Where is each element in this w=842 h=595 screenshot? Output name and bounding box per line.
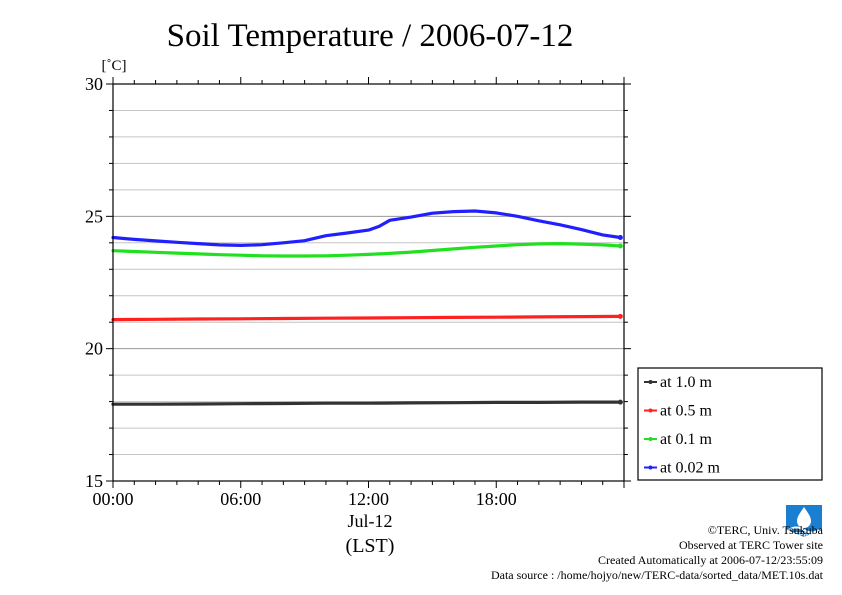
footer: ©TERC, Univ. Tsukuba Observed at TERC To… [491,523,823,583]
series-end-point [617,243,623,249]
legend-label: at 1.0 m [660,374,713,391]
legend: at 1.0 m at 0.5 m at 0.1 m at 0.02 m [637,367,823,481]
x-axis-date-label: Jul-12 [348,511,393,531]
terc-logo-text: TERC [794,532,813,539]
x-axis-title: (LST) [346,535,395,557]
legend-marker [648,408,653,413]
footer-created: Created Automatically at 2006-07-12/23:5… [598,553,823,567]
legend-marker [648,437,653,441]
series-end-point [617,235,623,241]
footer-source: Data source : /home/hojyo/new/TERC-data/… [490,568,823,582]
series-layer [111,209,623,406]
y-tick-label: 20 [85,339,103,359]
chart-title: Soil Temperature / 2006-07-12 [167,18,574,54]
y-tick-label: 15 [85,471,103,491]
footer-observed: Observed at TERC Tower site [678,538,823,552]
series-end-point [617,313,623,319]
legend-marker [648,465,653,470]
x-tick-label: 00:00 [92,489,133,509]
footer-copyright: ©TERC, Univ. Tsukuba [707,523,823,537]
y-axis: 15 20 25 30 [85,74,631,491]
legend-box [637,367,823,481]
y-axis-unit-label: [˚C] [102,58,127,74]
legend-label: at 0.1 m [660,431,713,448]
series-line [111,400,623,406]
legend-marker [648,380,653,384]
y-tick-label: 25 [85,206,103,226]
series-line [111,314,623,322]
plot-frame [112,83,625,482]
x-tick-label: 12:00 [348,489,389,509]
legend-label: at 0.5 m [660,403,713,420]
x-axis: 00:00 06:00 12:00 18:00 [92,77,625,509]
series-end-point [617,399,623,405]
legend-label: at 0.02 m [660,460,721,477]
x-tick-label: 18:00 [476,489,517,509]
series-line [111,209,623,247]
y-tick-label: 30 [85,74,103,94]
series-line [111,242,623,258]
x-tick-label: 06:00 [220,489,261,509]
terc-logo: TERC [786,505,822,539]
grid-lines [113,109,624,456]
